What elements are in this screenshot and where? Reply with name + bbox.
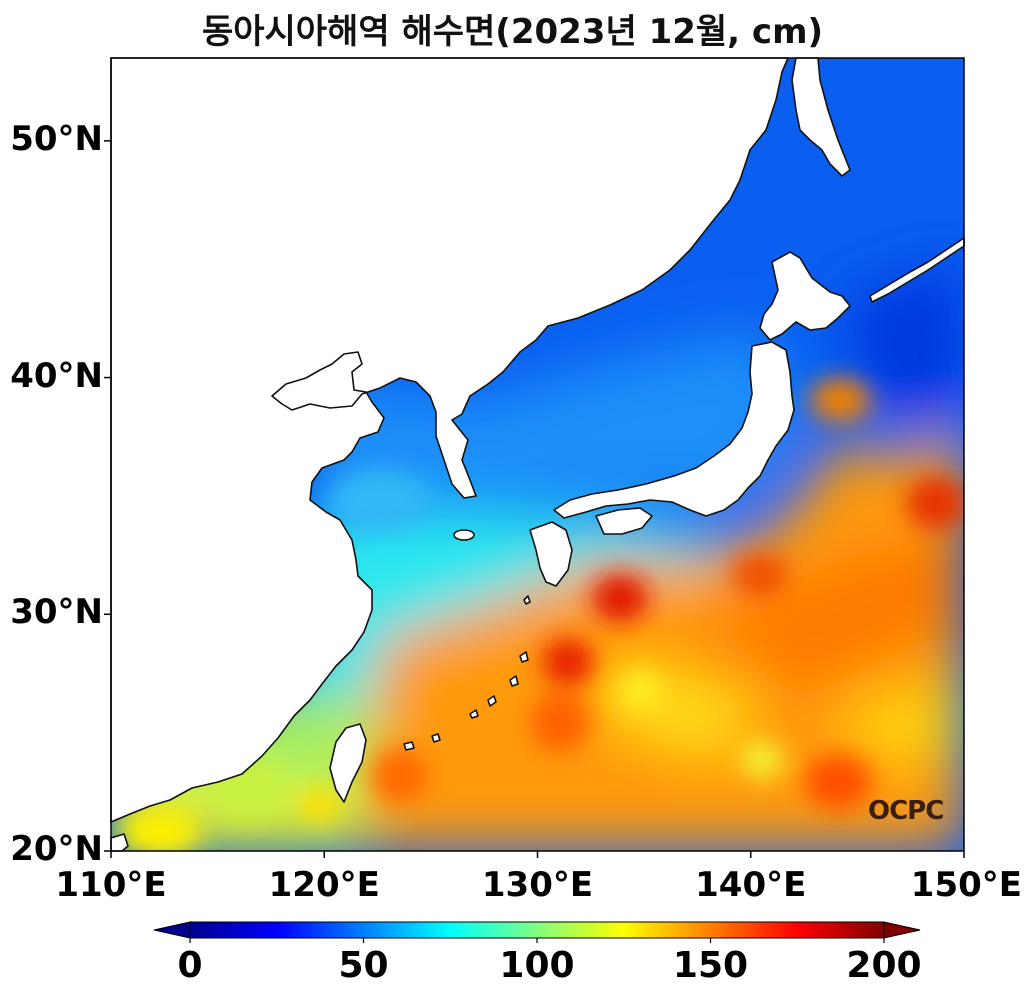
land-honshu	[553, 341, 795, 519]
colorbar	[153, 921, 921, 943]
colorbar-tick-label: 150	[672, 945, 749, 986]
map-title: 동아시아해역 해수면(2023년 12월, cm)	[201, 12, 824, 52]
lat-tick-label: 30°N	[10, 592, 103, 633]
colorbar-tick-label: 0	[177, 945, 203, 986]
land-kyushu	[529, 521, 573, 587]
colorbar-min-extension	[153, 921, 191, 939]
land-taiwan	[329, 723, 367, 803]
lon-tick-label: 140°E	[695, 865, 807, 905]
land-jeju	[453, 529, 475, 541]
land-shikoku	[595, 507, 653, 535]
colorbar-tick-label: 50	[338, 945, 389, 986]
colorbar-tick-label: 200	[846, 945, 922, 986]
axis-tick-marks	[104, 140, 965, 858]
colorbar-max-extension	[883, 921, 921, 939]
land-hokkaido	[759, 251, 851, 341]
lat-tick-label: 50°N	[10, 118, 103, 159]
land-sakhalin	[791, 57, 851, 177]
land-asia	[110, 57, 789, 823]
colorbar-tick-label: 100	[499, 945, 575, 986]
lon-tick-label: 120°E	[268, 865, 380, 905]
lat-tick-label: 20°N	[10, 829, 103, 869]
lon-tick-label: 150°E	[910, 865, 1022, 905]
ocpc-logo: OCPC	[868, 796, 944, 826]
land-hainan	[110, 833, 129, 852]
lon-tick-label: 110°E	[55, 865, 167, 905]
lat-tick-label: 40°N	[10, 355, 103, 396]
land-masses	[110, 57, 965, 852]
lon-tick-label: 130°E	[481, 865, 594, 905]
colorbar-tick-marks	[189, 938, 885, 943]
colorbar-gradient	[189, 921, 885, 939]
